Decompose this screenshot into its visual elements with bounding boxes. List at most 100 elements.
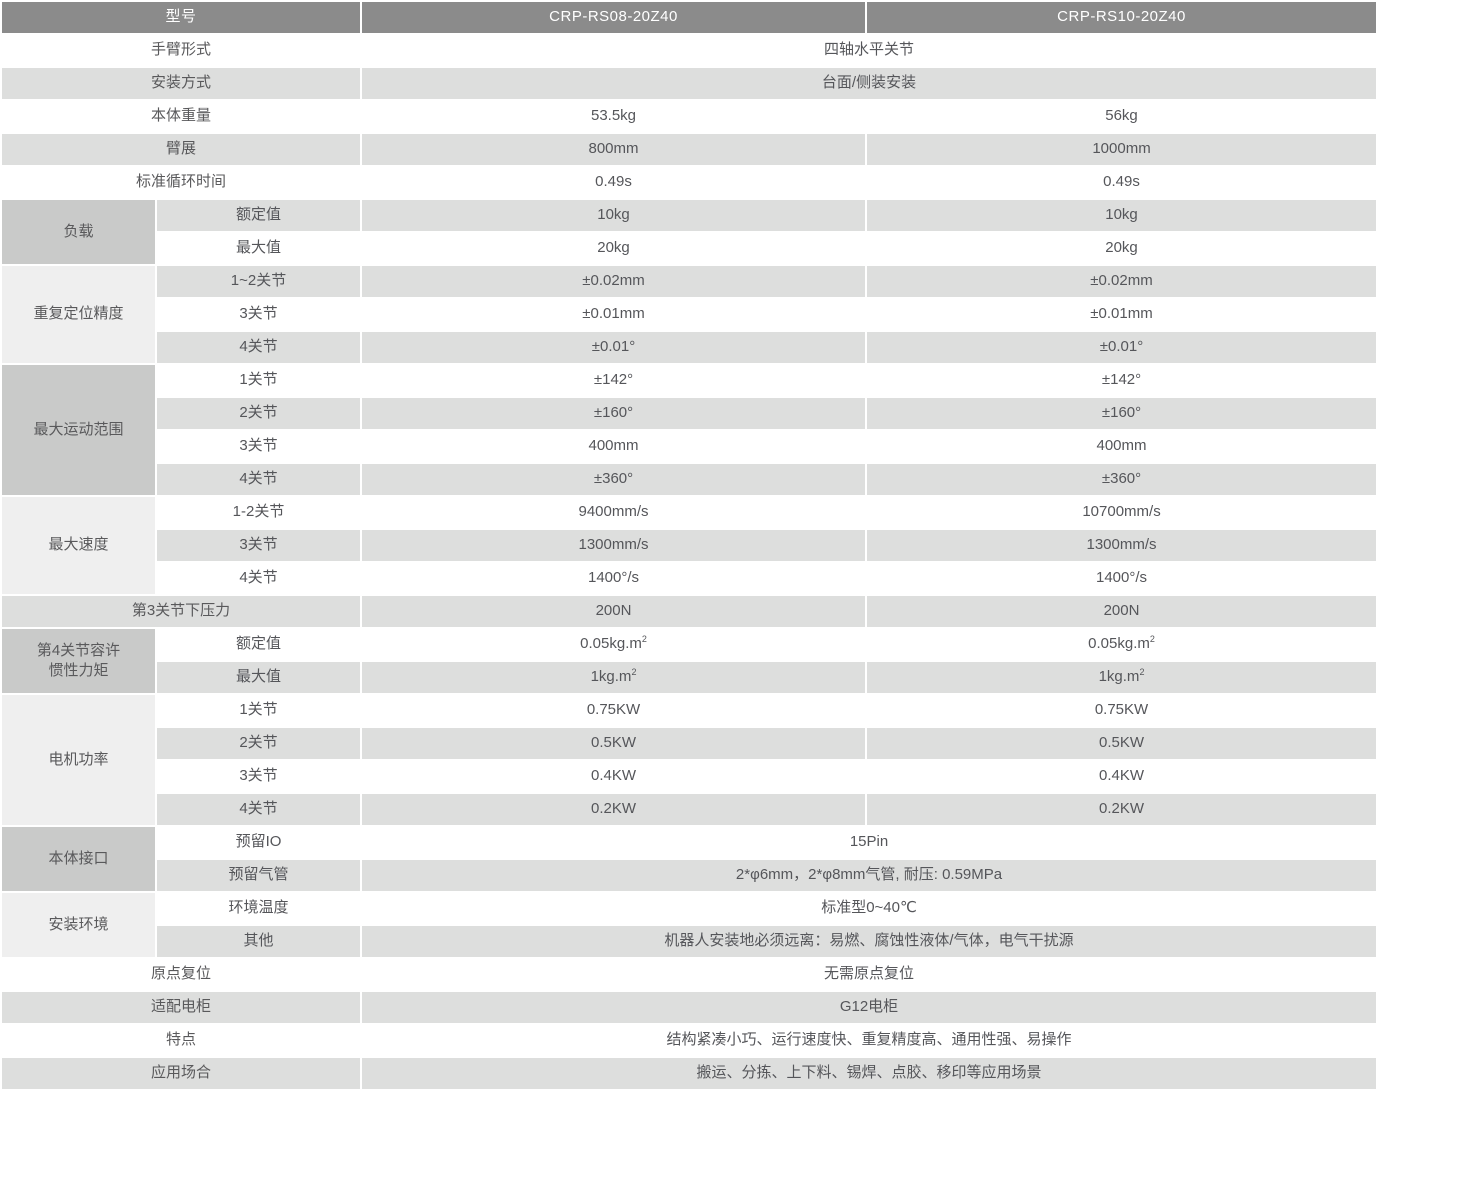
table-row: 安装方式 台面/侧装安装 [2, 68, 1377, 99]
sub-label-repeat-j3: 3关节 [157, 299, 361, 330]
value-speed-j12-model1: 9400mm/s [362, 497, 866, 528]
value-range-j2-model2: ±160° [867, 398, 1377, 429]
group-label-repeatability: 重复定位精度 [2, 266, 155, 363]
value-repeat-j4-model1: ±0.01° [362, 332, 866, 363]
header-model-2: CRP-RS10-20Z40 [867, 2, 1377, 33]
row-label-features: 特点 [2, 1025, 361, 1056]
inertia-max-sup-1: 2 [631, 667, 637, 678]
row-label-home-reset: 原点复位 [2, 959, 361, 990]
row-label-mounting: 安装方式 [2, 68, 361, 99]
sub-label-motor-j3: 3关节 [157, 761, 361, 792]
table-row: 4关节 ±0.01° ±0.01° [2, 332, 1377, 363]
value-speed-j4-model2: 1400°/s [867, 563, 1377, 594]
sub-label-payload-rated: 额定值 [157, 200, 361, 231]
value-inertia-max-model1: 1kg.m2 [362, 662, 866, 693]
table-row: 4关节 ±360° ±360° [2, 464, 1377, 495]
row-label-weight: 本体重量 [2, 101, 361, 132]
table-row: 负载 额定值 10kg 10kg [2, 200, 1377, 264]
table-row: 2关节 ±160° ±160° [2, 398, 1377, 429]
value-speed-j4-model1: 1400°/s [362, 563, 866, 594]
table-row: 第4关节容许 惯性力矩 额定值 0.05kg.m2 0.05kg.m2 [2, 629, 1377, 693]
table-row: 重复定位精度 1~2关节 ±0.02mm ±0.02mm [2, 266, 1377, 363]
value-range-j1-model2: ±142° [867, 365, 1377, 396]
table-row: 4关节 0.2KW 0.2KW [2, 794, 1377, 825]
value-reserved-air-tube: 2*φ6mm，2*φ8mm气管, 耐压: 0.59MPa [362, 860, 1377, 891]
value-inertia-rated-model2: 0.05kg.m2 [867, 629, 1377, 660]
table-row: 本体重量 53.5kg 56kg [2, 101, 1377, 132]
value-range-j1-model1: ±142° [362, 365, 866, 396]
sub-label-range-j1: 1关节 [157, 365, 361, 396]
table-row: 适配电柜 G12电柜 [2, 992, 1377, 1023]
value-payload-max-model2: 20kg [867, 233, 1377, 264]
row-value-features: 结构紧凑小巧、运行速度快、重复精度高、通用性强、易操作 [362, 1025, 1377, 1056]
table-row: 最大速度 1-2关节 9400mm/s 10700mm/s [2, 497, 1377, 594]
inertia-rated-sup-2: 2 [1149, 634, 1155, 645]
table-row: 3关节 0.4KW 0.4KW [2, 761, 1377, 792]
value-range-j2-model1: ±160° [362, 398, 866, 429]
row-value-cycle-time-model1: 0.49s [362, 167, 866, 198]
value-motor-j2-model1: 0.5KW [362, 728, 866, 759]
sub-label-repeat-j4: 4关节 [157, 332, 361, 363]
value-speed-j3-model1: 1300mm/s [362, 530, 866, 561]
row-label-control-cabinet: 适配电柜 [2, 992, 361, 1023]
table-row: 最大值 20kg 20kg [2, 233, 1377, 264]
group-label-j4-inertia: 第4关节容许 惯性力矩 [2, 629, 155, 693]
value-repeat-j4-model2: ±0.01° [867, 332, 1377, 363]
row-value-mounting: 台面/侧装安装 [362, 68, 1377, 99]
sub-label-range-j2: 2关节 [157, 398, 361, 429]
value-repeat-j3-model2: ±0.01mm [867, 299, 1377, 330]
value-j3-downforce-model1: 200N [362, 596, 866, 627]
group-label-motor-power: 电机功率 [2, 695, 155, 825]
row-label-cycle-time: 标准循环时间 [2, 167, 361, 198]
value-repeat-j12-model1: ±0.02mm [362, 266, 866, 297]
specification-table: 型号 CRP-RS08-20Z40 CRP-RS10-20Z40 手臂形式 四轴… [2, 2, 1377, 1089]
inertia-max-sup-2: 2 [1139, 667, 1145, 678]
value-repeat-j3-model1: ±0.01mm [362, 299, 866, 330]
row-value-home-reset: 无需原点复位 [362, 959, 1377, 990]
value-range-j4-model1: ±360° [362, 464, 866, 495]
row-value-control-cabinet: G12电柜 [362, 992, 1377, 1023]
value-reserved-io: 15Pin [362, 827, 1377, 858]
value-motor-j1-model1: 0.75KW [362, 695, 866, 726]
value-j3-downforce-model2: 200N [867, 596, 1377, 627]
table-row: 2关节 0.5KW 0.5KW [2, 728, 1377, 759]
value-motor-j2-model2: 0.5KW [867, 728, 1377, 759]
table-row: 最大运动范围 1关节 ±142° ±142° [2, 365, 1377, 495]
value-range-j3-model1: 400mm [362, 431, 866, 462]
inertia-rated-sup-1: 2 [641, 634, 647, 645]
value-motor-j1-model2: 0.75KW [867, 695, 1377, 726]
row-value-weight-model2: 56kg [867, 101, 1377, 132]
table-row: 原点复位 无需原点复位 [2, 959, 1377, 990]
value-payload-max-model1: 20kg [362, 233, 866, 264]
sub-label-speed-j3: 3关节 [157, 530, 361, 561]
table-row: 第3关节下压力 200N 200N [2, 596, 1377, 627]
sub-label-inertia-max: 最大值 [157, 662, 361, 693]
value-payload-rated-model1: 10kg [362, 200, 866, 231]
value-speed-j12-model2: 10700mm/s [867, 497, 1377, 528]
value-payload-rated-model2: 10kg [867, 200, 1377, 231]
sub-label-reserved-io: 预留IO [157, 827, 361, 858]
sub-label-motor-j1: 1关节 [157, 695, 361, 726]
group-label-j4-inertia-line2: 惯性力矩 [48, 662, 109, 679]
table-header-row: 型号 CRP-RS08-20Z40 CRP-RS10-20Z40 [2, 2, 1377, 33]
row-label-j3-downforce: 第3关节下压力 [2, 596, 361, 627]
table-row: 电机功率 1关节 0.75KW 0.75KW [2, 695, 1377, 825]
group-label-payload: 负载 [2, 200, 155, 264]
group-label-install-environment: 安装环境 [2, 893, 155, 957]
value-speed-j3-model2: 1300mm/s [867, 530, 1377, 561]
group-label-motion-range: 最大运动范围 [2, 365, 155, 495]
row-label-arm-type: 手臂形式 [2, 35, 361, 66]
sub-label-reserved-air-tube: 预留气管 [157, 860, 361, 891]
inertia-rated-base-2: 0.05kg.m [1088, 635, 1150, 653]
group-label-max-speed: 最大速度 [2, 497, 155, 594]
table-row: 标准循环时间 0.49s 0.49s [2, 167, 1377, 198]
group-label-body-interface: 本体接口 [2, 827, 155, 891]
table-row: 3关节 ±0.01mm ±0.01mm [2, 299, 1377, 330]
sub-label-inertia-rated: 额定值 [157, 629, 361, 660]
header-model-1: CRP-RS08-20Z40 [362, 2, 866, 33]
value-environment-other: 机器人安装地必须远离：易燃、腐蚀性液体/气体，电气干扰源 [362, 926, 1377, 957]
table-row: 3关节 400mm 400mm [2, 431, 1377, 462]
sub-label-speed-j12: 1-2关节 [157, 497, 361, 528]
table-row: 安装环境 环境温度 标准型0~40℃ [2, 893, 1377, 957]
sub-label-repeat-j12: 1~2关节 [157, 266, 361, 297]
